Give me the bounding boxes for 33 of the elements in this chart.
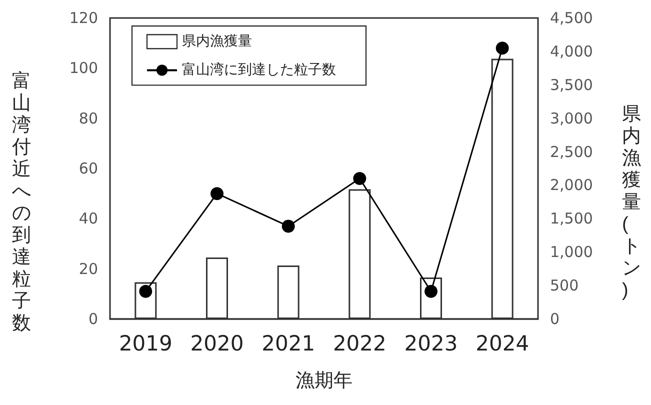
- x-tick-label: 2019: [118, 332, 172, 356]
- y-tick-label: 20: [78, 260, 98, 278]
- y-tick-label: 0: [88, 310, 98, 328]
- y-tick-label: 100: [69, 59, 98, 78]
- x-tick-label: 2022: [332, 332, 386, 356]
- text: 県内漁獲量(トン): [622, 104, 641, 301]
- y2-tick-label: 2,000: [550, 176, 593, 194]
- x-tick-label: 2023: [404, 332, 458, 356]
- x-tick-label: 2024: [476, 332, 530, 356]
- point: [353, 172, 366, 186]
- y2-tick-label: 2,500: [550, 142, 593, 161]
- legend-label: 県内漁獲量: [182, 34, 252, 50]
- y2-tick-label: 1,500: [550, 210, 593, 228]
- point: [139, 284, 152, 298]
- y2-tick-label: 4,500: [550, 9, 593, 27]
- point: [496, 42, 509, 55]
- y2-tick-label: 1,000: [550, 243, 593, 262]
- point: [210, 187, 224, 200]
- x-tick-label: 2021: [262, 332, 316, 356]
- y2-tick-label: 3,500: [550, 76, 593, 94]
- text: 富山湾付近への到達粒子数: [12, 71, 31, 334]
- y2-tick-label: 0: [550, 310, 560, 328]
- y2-tick-label: 3,000: [550, 109, 593, 128]
- x-axis-title: 漁期年: [296, 370, 352, 392]
- x-tick-label: 2020: [190, 332, 244, 356]
- y-tick-label: 40: [78, 210, 98, 228]
- y-tick-label: 60: [78, 160, 98, 178]
- point: [282, 220, 295, 233]
- legend-label: 富山湾に到達した粒子数: [182, 62, 336, 78]
- y2-tick-label: 4,000: [550, 42, 593, 60]
- y2-tick-label: 500: [550, 276, 579, 295]
- y-tick-label: 120: [69, 9, 98, 27]
- y-tick-label: 80: [78, 109, 98, 128]
